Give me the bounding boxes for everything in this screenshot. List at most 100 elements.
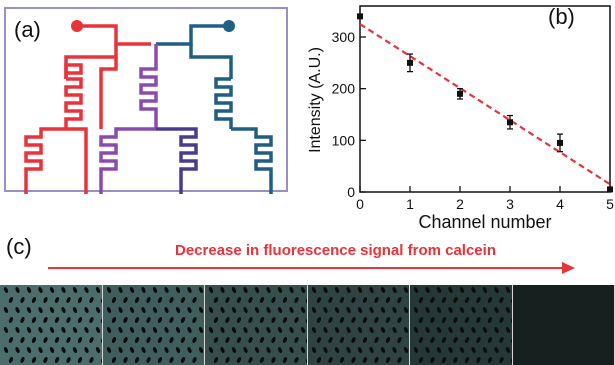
y-tick-label: 100 (332, 132, 356, 148)
panel-b-chart: 0 100 200 300 0 1 2 3 4 5 Intensity (A.U.) Chann… (300, 0, 615, 228)
pillar (418, 297, 424, 303)
pillar (350, 337, 356, 343)
pillar (266, 347, 271, 353)
pillar (236, 357, 242, 363)
pillar (471, 287, 476, 293)
pillar (294, 357, 299, 363)
pillar (43, 357, 48, 363)
pillar (327, 297, 333, 303)
pillar (175, 287, 180, 293)
pillar (259, 337, 265, 343)
pillar (15, 287, 20, 293)
pillar (345, 347, 351, 353)
pillar (168, 317, 174, 323)
pillar (413, 307, 419, 313)
pillar (436, 327, 442, 333)
panel-a-label: (a) (14, 17, 41, 42)
pillar (368, 347, 374, 353)
pillar (368, 287, 374, 293)
pillar (168, 297, 174, 303)
pillar (225, 357, 230, 363)
pillar (134, 297, 139, 303)
pillar (61, 347, 66, 353)
pillar (8, 317, 14, 323)
micrograph-frame (410, 285, 513, 365)
pillar (8, 357, 14, 363)
pillar (334, 307, 339, 313)
pillar (499, 357, 504, 363)
pillar (350, 357, 356, 363)
pillar (84, 287, 89, 293)
pillar (494, 287, 499, 293)
pillar (271, 337, 276, 343)
linear-fit-line (359, 23, 611, 186)
pillar (140, 327, 146, 333)
pillar (357, 327, 362, 333)
red-mid (99, 57, 118, 129)
pillar (243, 347, 248, 353)
pillar (3, 307, 9, 313)
pillar (145, 337, 151, 343)
pillar (77, 357, 83, 363)
pillar (373, 337, 379, 343)
pillar (8, 297, 14, 303)
pillar (425, 347, 430, 353)
pillar (413, 327, 419, 333)
pillar (259, 297, 265, 303)
pillar (487, 297, 493, 303)
pillar (334, 347, 339, 353)
pillar (277, 327, 283, 333)
pillar (248, 297, 253, 303)
x-tick-label: 4 (556, 196, 564, 212)
pillar (157, 337, 162, 343)
pillar (31, 297, 37, 303)
pillar (345, 327, 351, 333)
pillar-pattern (106, 287, 205, 363)
pillar (117, 327, 123, 333)
pillar (20, 297, 25, 303)
pillar (122, 337, 128, 343)
pillar (459, 327, 465, 333)
pillar (43, 297, 48, 303)
micrograph-frame (205, 285, 308, 365)
pillar (430, 337, 435, 343)
pillar (476, 317, 481, 323)
pillar (175, 307, 180, 313)
pillar (231, 307, 237, 313)
pillar (413, 347, 419, 353)
pillar (505, 307, 511, 313)
pillar (134, 357, 139, 363)
pillar (436, 287, 442, 293)
panel-a-schematic: (a) (4, 7, 288, 194)
pillar (425, 287, 430, 293)
pillar (15, 327, 20, 333)
pillar (66, 337, 71, 343)
pillar (231, 347, 237, 353)
pillar (499, 337, 504, 343)
pillar (441, 357, 447, 363)
pillar (38, 287, 43, 293)
pillar (459, 347, 465, 353)
pillar (476, 297, 481, 303)
pillar (106, 347, 111, 353)
pillar (357, 287, 362, 293)
pillar (213, 337, 219, 343)
x-axis-label: Channel number (418, 212, 551, 228)
pillar (505, 287, 511, 293)
pillar (225, 297, 230, 303)
pillar (117, 307, 123, 313)
micrograph-frame (0, 285, 103, 365)
pillar (266, 287, 271, 293)
pillar (311, 347, 316, 353)
pillar (77, 297, 83, 303)
pillar (494, 347, 499, 353)
pillar (54, 317, 60, 323)
pillar (95, 347, 101, 353)
pillar (277, 287, 283, 293)
pillar (271, 297, 276, 303)
pillar (425, 307, 430, 313)
pillar (243, 307, 248, 313)
pillar (140, 287, 146, 293)
pillar (300, 287, 306, 293)
pillar (26, 287, 32, 293)
